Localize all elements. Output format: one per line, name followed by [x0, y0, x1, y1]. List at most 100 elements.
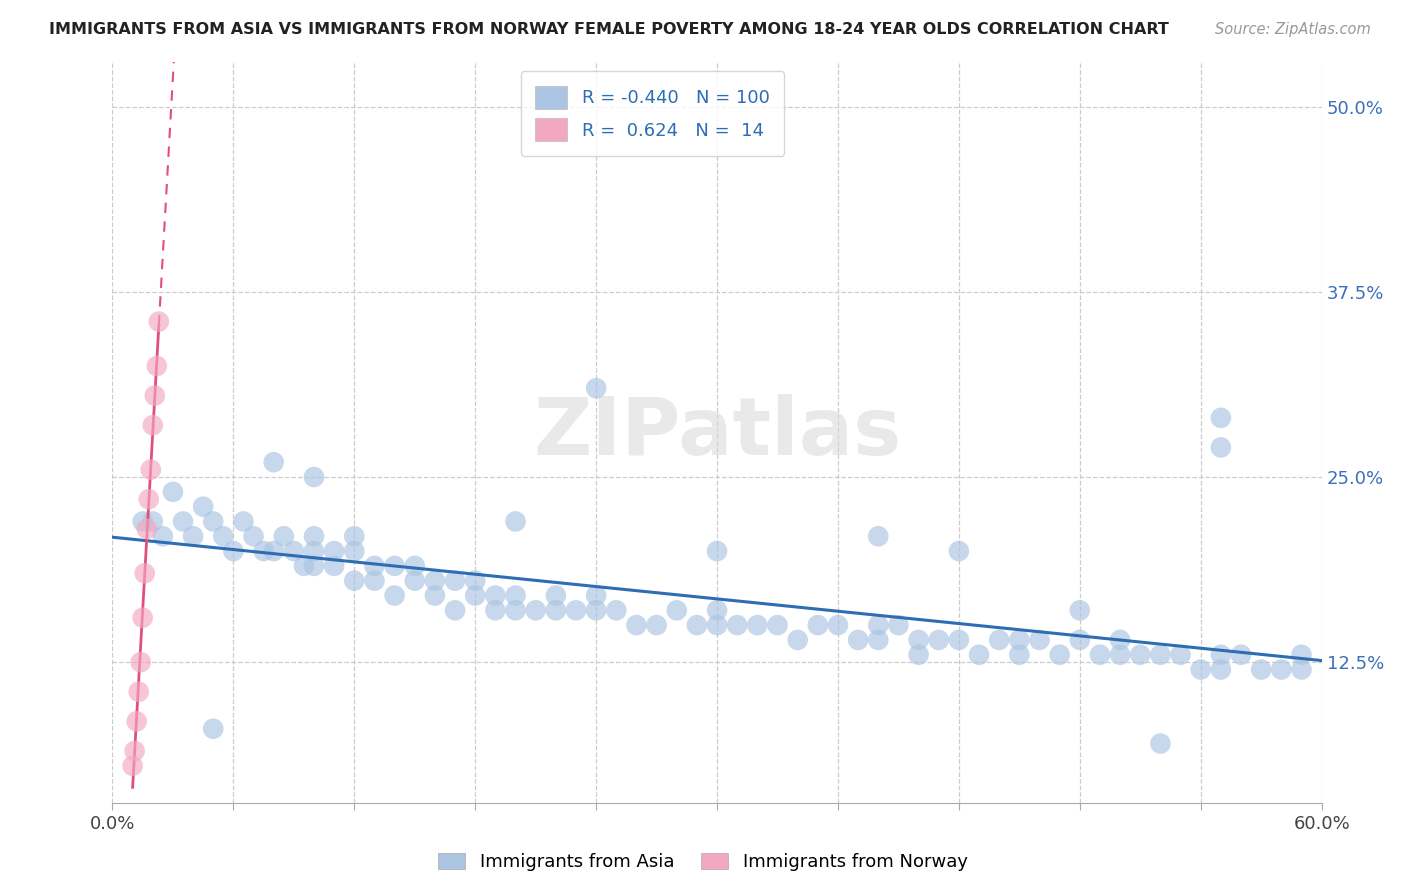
Point [143, 389, 166, 403]
Point [1230, 648, 1253, 662]
Point [544, 589, 567, 603]
Point [138, 492, 160, 507]
Point [132, 515, 155, 529]
Point [343, 529, 366, 543]
Point [585, 589, 607, 603]
Point [363, 558, 385, 573]
Point [1189, 663, 1212, 677]
Point [565, 603, 588, 617]
Point [948, 632, 970, 647]
Point [464, 589, 486, 603]
Point [1291, 648, 1313, 662]
Point [725, 618, 748, 632]
Point [585, 381, 607, 395]
Point [605, 603, 627, 617]
Point [384, 558, 406, 573]
Point [162, 484, 184, 499]
Legend: R = -0.440   N = 100, R =  0.624   N =  14: R = -0.440 N = 100, R = 0.624 N = 14 [520, 71, 785, 156]
Point [1028, 632, 1050, 647]
Text: IMMIGRANTS FROM ASIA VS IMMIGRANTS FROM NORWAY FEMALE POVERTY AMONG 18-24 YEAR O: IMMIGRANTS FROM ASIA VS IMMIGRANTS FROM … [49, 22, 1168, 37]
Point [1209, 441, 1232, 455]
Point [404, 574, 426, 588]
Point [363, 574, 385, 588]
Point [505, 589, 527, 603]
Point [202, 515, 225, 529]
Point [967, 648, 990, 662]
Point [1008, 632, 1031, 647]
Point [1170, 648, 1192, 662]
Point [292, 558, 315, 573]
Text: ZIPatlas: ZIPatlas [533, 393, 901, 472]
Text: Source: ZipAtlas.com: Source: ZipAtlas.com [1215, 22, 1371, 37]
Point [645, 618, 668, 632]
Point [686, 618, 709, 632]
Point [134, 566, 156, 581]
Point [121, 758, 143, 772]
Point [505, 603, 527, 617]
Point [807, 618, 830, 632]
Point [253, 544, 276, 558]
Point [302, 470, 325, 484]
Point [907, 632, 929, 647]
Point [747, 618, 769, 632]
Point [1270, 663, 1292, 677]
Point [242, 529, 264, 543]
Point [139, 462, 162, 476]
Point [1129, 648, 1152, 662]
Point [404, 558, 426, 573]
Point [423, 574, 446, 588]
Point [868, 632, 890, 647]
Point [343, 574, 366, 588]
Point [827, 618, 849, 632]
Point [129, 655, 152, 669]
Point [222, 544, 245, 558]
Point [585, 603, 607, 617]
Point [907, 648, 929, 662]
Point [132, 610, 155, 624]
Point [263, 455, 285, 469]
Point [1008, 648, 1031, 662]
Point [343, 544, 366, 558]
Point [988, 632, 1011, 647]
Point [202, 722, 225, 736]
Point [128, 685, 150, 699]
Point [706, 603, 728, 617]
Point [887, 618, 910, 632]
Point [302, 544, 325, 558]
Point [1088, 648, 1111, 662]
Point [172, 515, 194, 529]
Point [423, 589, 446, 603]
Point [125, 714, 148, 729]
Point [181, 529, 204, 543]
Point [124, 744, 146, 758]
Point [484, 603, 506, 617]
Point [135, 522, 157, 536]
Point [323, 544, 346, 558]
Point [263, 544, 285, 558]
Point [146, 359, 169, 373]
Point [544, 603, 567, 617]
Point [928, 632, 950, 647]
Point [846, 632, 869, 647]
Legend: Immigrants from Asia, Immigrants from Norway: Immigrants from Asia, Immigrants from No… [432, 846, 974, 879]
Point [273, 529, 295, 543]
Point [706, 618, 728, 632]
Point [1149, 737, 1171, 751]
Point [283, 544, 305, 558]
Point [464, 574, 486, 588]
Point [1209, 410, 1232, 425]
Point [1109, 648, 1132, 662]
Point [302, 529, 325, 543]
Point [626, 618, 648, 632]
Point [232, 515, 254, 529]
Point [1069, 632, 1091, 647]
Point [1149, 648, 1171, 662]
Point [384, 589, 406, 603]
Point [706, 544, 728, 558]
Point [142, 515, 165, 529]
Point [665, 603, 688, 617]
Point [786, 632, 808, 647]
Point [302, 558, 325, 573]
Point [766, 618, 789, 632]
Point [1109, 632, 1132, 647]
